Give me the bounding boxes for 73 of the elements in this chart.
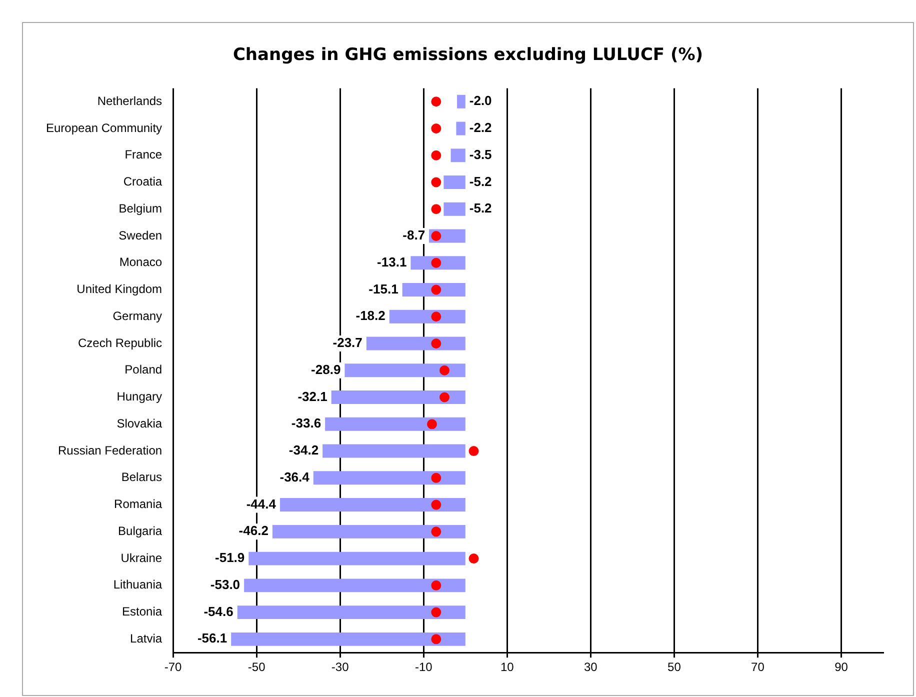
point bbox=[468, 554, 479, 564]
x-tick-label: -10 bbox=[414, 660, 433, 674]
point bbox=[431, 96, 442, 107]
y-tick-label: Slovakia bbox=[116, 416, 162, 430]
y-tick-label: Estonia bbox=[122, 604, 162, 619]
x-tick-label: -70 bbox=[164, 660, 182, 674]
data-label: -3.5 bbox=[469, 146, 492, 162]
data-label: -28.9 bbox=[311, 362, 341, 377]
x-tick-label: 70 bbox=[751, 660, 765, 674]
y-tick-label: Netherlands bbox=[97, 94, 162, 108]
y-tick-label: Belarus bbox=[121, 470, 162, 484]
data-label: -8.7 bbox=[402, 228, 426, 243]
y-tick-label: Ukraine bbox=[120, 550, 162, 565]
data-label: -13.1 bbox=[377, 254, 407, 270]
data-label: -36.4 bbox=[280, 469, 310, 484]
data-label: -53.0 bbox=[210, 576, 240, 592]
point bbox=[431, 312, 442, 322]
point bbox=[431, 150, 442, 160]
data-label: -23.7 bbox=[332, 335, 362, 350]
data-label: -54.6 bbox=[204, 604, 234, 619]
chart-title: Changes in GHG emissions excluding LULUCF (%) bbox=[232, 45, 704, 65]
x-tick-label: 30 bbox=[584, 660, 598, 674]
point bbox=[431, 607, 442, 618]
data-label: -51.9 bbox=[215, 550, 245, 566]
y-tick-label: Belgium bbox=[118, 201, 162, 216]
point bbox=[431, 258, 442, 268]
data-label: -33.6 bbox=[291, 416, 322, 431]
point bbox=[440, 365, 450, 376]
y-tick-label: Lithuania bbox=[113, 578, 162, 592]
point bbox=[431, 338, 442, 349]
data-label: -34.2 bbox=[288, 442, 319, 458]
x-tick-label: 50 bbox=[668, 660, 682, 674]
y-tick-label: Germany bbox=[112, 308, 162, 323]
x-tick-label: 90 bbox=[834, 660, 848, 674]
point bbox=[431, 472, 442, 483]
y-tick-label: France bbox=[124, 148, 162, 162]
point bbox=[431, 500, 442, 510]
data-label: -2.2 bbox=[469, 120, 492, 136]
y-tick-label: Russian Federation bbox=[58, 443, 162, 458]
point bbox=[468, 446, 479, 456]
x-tick-label: -30 bbox=[331, 660, 350, 674]
data-label: -5.2 bbox=[469, 200, 492, 216]
x-tick-label: -50 bbox=[248, 660, 266, 674]
data-label: -5.2 bbox=[469, 174, 492, 189]
data-label: -32.1 bbox=[298, 388, 328, 404]
y-tick-label: Poland bbox=[124, 362, 162, 377]
data-label: -18.2 bbox=[356, 308, 386, 324]
y-tick-label: Hungary bbox=[116, 390, 162, 404]
point bbox=[440, 392, 450, 402]
y-tick-label: Czech Republic bbox=[78, 336, 162, 350]
point bbox=[426, 419, 437, 430]
data-label: -46.2 bbox=[238, 523, 268, 538]
data-label: -56.1 bbox=[197, 630, 228, 646]
y-tick-label: Sweden bbox=[118, 228, 162, 242]
y-tick-label: Croatia bbox=[123, 174, 162, 189]
point bbox=[431, 124, 442, 134]
y-tick-label: United Kingdom bbox=[76, 282, 162, 296]
point bbox=[431, 580, 442, 590]
point bbox=[431, 204, 442, 214]
point bbox=[431, 231, 442, 242]
point bbox=[431, 634, 442, 644]
point bbox=[431, 284, 442, 295]
data-label: -2.0 bbox=[469, 93, 492, 108]
x-tick-label: 10 bbox=[500, 660, 514, 674]
data-label: -15.1 bbox=[368, 281, 398, 296]
y-tick-label: Bulgaria bbox=[118, 524, 162, 538]
point bbox=[431, 177, 442, 188]
y-tick-label: Latvia bbox=[130, 631, 162, 646]
data-label: -44.4 bbox=[246, 496, 277, 512]
y-tick-label: European Community bbox=[46, 120, 162, 135]
point bbox=[431, 526, 442, 537]
y-tick-label: Romania bbox=[114, 497, 162, 512]
y-tick-label: Monaco bbox=[119, 255, 162, 270]
